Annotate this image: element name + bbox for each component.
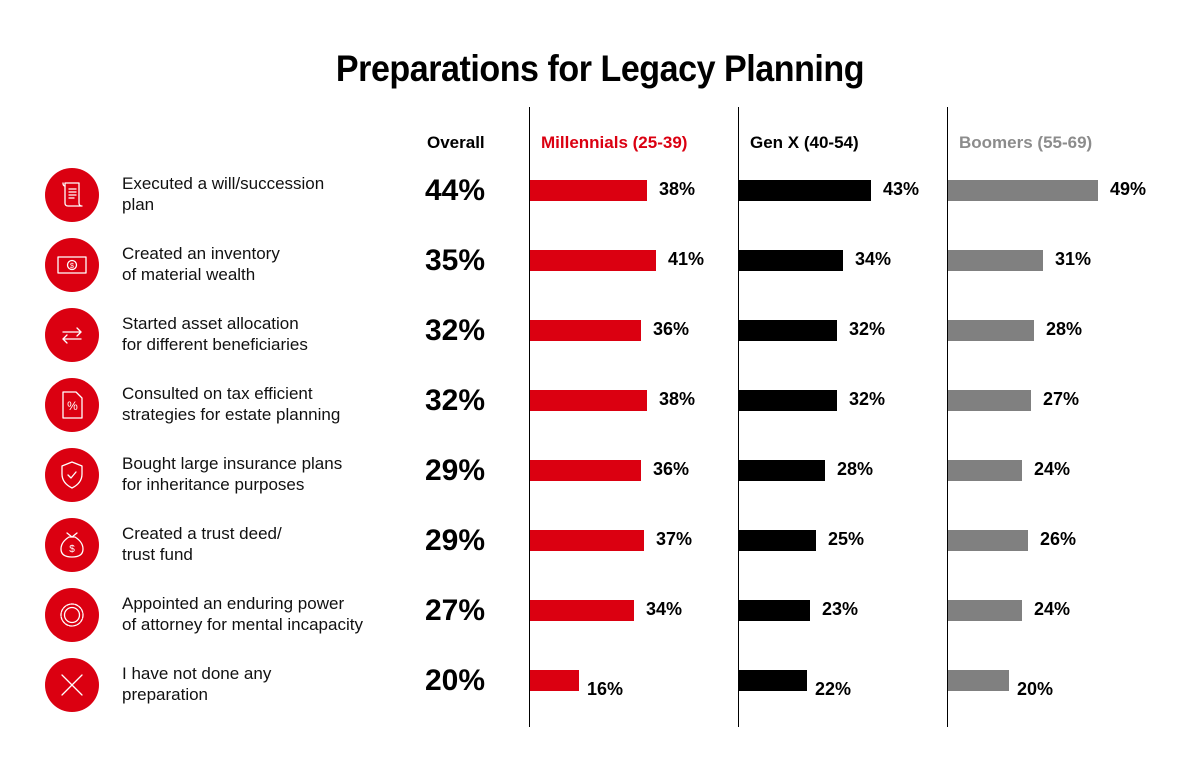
value-label-genx: 25% <box>828 529 865 549</box>
value-label-boomers: 24% <box>1034 599 1071 619</box>
money-bag-icon: $ <box>45 518 99 572</box>
category-label-will: Executed a will/succession plan <box>122 173 324 215</box>
overall-value: 44% <box>425 174 486 207</box>
scroll-document-icon <box>45 168 99 222</box>
value-label-millennials: 34% <box>646 599 683 619</box>
category-label-line: for different beneficiaries <box>122 335 308 354</box>
bar-boomers-trust <box>948 530 1028 551</box>
value-label-genx: 34% <box>855 249 892 269</box>
category-label-none: I have not done any preparation <box>122 663 271 705</box>
category-label-line: Created a trust deed/ <box>122 524 282 543</box>
bar-genx-none <box>739 670 807 691</box>
value-label-boomers: 28% <box>1046 319 1083 339</box>
value-label-genx: 28% <box>837 459 874 479</box>
bar-boomers-inventory <box>948 250 1043 271</box>
value-label-genx: 32% <box>849 389 886 409</box>
overall-value: 29% <box>425 524 486 557</box>
bar-millennials-power-of-attorney <box>530 600 634 621</box>
seal-badge-icon <box>45 588 99 642</box>
value-label-boomers: 31% <box>1055 249 1092 269</box>
bar-genx-will <box>739 180 871 201</box>
overall-value: 27% <box>425 594 486 627</box>
overall-value: 20% <box>425 664 486 697</box>
svg-text:%: % <box>67 399 78 413</box>
category-label-asset-allocation: Started asset allocation for different be… <box>122 313 308 355</box>
value-label-millennials: 37% <box>656 529 693 549</box>
genx-axis <box>738 107 739 727</box>
chart-title: Preparations for Legacy Planning <box>335 48 865 89</box>
bar-genx-power-of-attorney <box>739 600 810 621</box>
bar-genx-trust <box>739 530 816 551</box>
category-label-line: Started asset allocation <box>122 314 299 333</box>
svg-text:$: $ <box>70 263 74 270</box>
bar-genx-asset-allocation <box>739 320 837 341</box>
bar-millennials-trust <box>530 530 644 551</box>
category-label-line: for inheritance purposes <box>122 475 305 494</box>
bar-boomers-insurance <box>948 460 1022 481</box>
value-label-genx: 23% <box>822 599 859 619</box>
banknote-dollar-icon: $ <box>45 238 99 292</box>
bar-genx-inventory <box>739 250 843 271</box>
category-label-power-of-attorney: Appointed an enduring power of attorney f… <box>122 593 363 635</box>
value-label-boomers: 27% <box>1043 389 1080 409</box>
bar-millennials-insurance <box>530 460 641 481</box>
overall-header: Overall <box>427 133 485 152</box>
category-label-tax: Consulted on tax efficient strategies for… <box>122 383 340 425</box>
boomers-axis <box>947 107 948 727</box>
value-label-genx: 22% <box>815 679 852 699</box>
category-label-insurance: Bought large insurance plans for inherita… <box>122 453 342 495</box>
value-label-boomers: 24% <box>1034 459 1071 479</box>
overall-value: 32% <box>425 384 486 417</box>
bar-millennials-none <box>530 670 579 691</box>
overall-value: 32% <box>425 314 486 347</box>
category-label-line: plan <box>122 195 155 214</box>
overall-value: 29% <box>425 454 486 487</box>
category-label-line: Executed a will/succession <box>122 174 325 193</box>
bar-millennials-inventory <box>530 250 656 271</box>
value-label-boomers: 26% <box>1040 529 1077 549</box>
bar-genx-tax <box>739 390 837 411</box>
bar-boomers-asset-allocation <box>948 320 1034 341</box>
value-label-genx: 43% <box>883 179 920 199</box>
category-label-line: I have not done any <box>122 664 272 683</box>
value-label-millennials: 36% <box>653 319 690 339</box>
shield-check-icon <box>45 448 99 502</box>
bar-boomers-tax <box>948 390 1031 411</box>
category-label-line: trust fund <box>122 545 193 564</box>
bar-boomers-will <box>948 180 1098 201</box>
category-label-line: Created an inventory <box>122 244 280 263</box>
category-label-inventory: Created an inventory of material wealth <box>122 243 280 285</box>
category-label-line: strategies for estate planning <box>122 405 341 424</box>
category-label-line: preparation <box>122 685 209 704</box>
value-label-millennials: 38% <box>659 389 696 409</box>
bar-millennials-asset-allocation <box>530 320 641 341</box>
category-label-line: Consulted on tax efficient <box>122 384 313 403</box>
svg-text:$: $ <box>69 544 75 555</box>
value-label-millennials: 38% <box>659 179 696 199</box>
exchange-arrows-icon <box>45 308 99 362</box>
overall-value: 35% <box>425 244 486 277</box>
category-label-line: Appointed an enduring power <box>122 594 345 613</box>
category-label-trust: Created a trust deed/trust fund <box>122 523 282 565</box>
bar-millennials-tax <box>530 390 647 411</box>
millennials-axis <box>529 107 530 727</box>
bar-boomers-power-of-attorney <box>948 600 1022 621</box>
value-label-boomers: 49% <box>1110 179 1147 199</box>
value-label-millennials: 36% <box>653 459 690 479</box>
bar-genx-insurance <box>739 460 825 481</box>
boomers-header: Boomers (55-69) <box>959 133 1093 152</box>
category-label-line: of material wealth <box>122 265 256 284</box>
percent-document-icon: % <box>45 378 99 432</box>
value-label-millennials: 41% <box>668 249 705 269</box>
genx-header: Gen X (40-54) <box>750 133 859 152</box>
value-label-boomers: 20% <box>1017 679 1054 699</box>
category-label-line: Bought large insurance plans <box>122 454 343 473</box>
millennials-header: Millennials (25-39) <box>541 133 688 152</box>
value-label-genx: 32% <box>849 319 886 339</box>
bar-boomers-none <box>948 670 1009 691</box>
category-label-line: of attorney for mental incapacity <box>122 615 363 634</box>
cross-icon <box>45 658 99 712</box>
value-label-millennials: 16% <box>587 679 624 699</box>
bar-millennials-will <box>530 180 647 201</box>
